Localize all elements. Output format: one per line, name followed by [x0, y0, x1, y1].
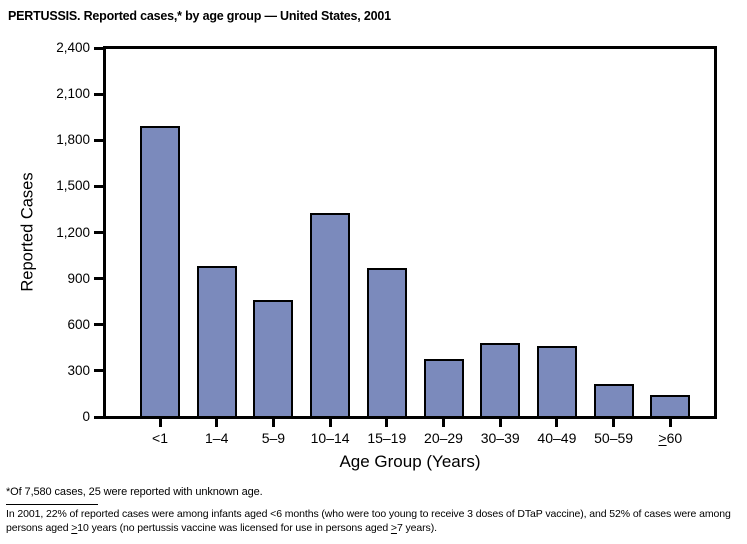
- x-axis-title: Age Group (Years): [339, 452, 481, 471]
- bar-50–59: [593, 384, 634, 416]
- bar-30–39: [480, 343, 521, 416]
- bar-15–19: [366, 268, 407, 416]
- geq-symbol: >: [390, 521, 397, 534]
- x-axis-tick-label: 10–14: [310, 430, 350, 446]
- x-axis-tick-label: 15–19: [367, 430, 407, 446]
- x-axis-tick-label: 40–49: [537, 430, 577, 446]
- y-axis-tick-label: 2,400: [56, 40, 90, 55]
- bar-40–49: [536, 346, 577, 416]
- bar-10–14: [310, 213, 351, 416]
- y-axis-tick: [94, 415, 103, 419]
- plot-frame: [103, 46, 717, 419]
- y-axis-tick-label: 900: [67, 270, 90, 286]
- y-axis-tick: [94, 184, 103, 188]
- y-axis-tick: [94, 46, 103, 50]
- y-axis-tick: [94, 138, 103, 142]
- y-axis-tick: [94, 92, 103, 96]
- y-axis-tick: [94, 277, 103, 281]
- x-axis-tick-label: 30–39: [480, 430, 520, 446]
- chart-title: PERTUSSIS. Reported cases,* by age group…: [8, 9, 391, 23]
- x-axis-tick: [385, 419, 389, 427]
- x-axis-tick-label: >60: [658, 430, 683, 446]
- x-axis-tick: [498, 419, 502, 427]
- footnote-divider: [6, 504, 98, 505]
- x-axis-tick: [158, 419, 162, 427]
- y-axis-tick-label: 1,500: [56, 178, 90, 194]
- x-axis-tick-label: 1–4: [205, 430, 229, 446]
- x-axis-tick-label: 5–9: [261, 430, 286, 446]
- geq-symbol: >: [658, 430, 667, 446]
- x-axis-tick: [271, 419, 275, 427]
- y-axis-tick-label: 300: [67, 362, 90, 378]
- y-axis-tick-label: 600: [67, 316, 90, 332]
- y-axis-tick: [94, 231, 103, 234]
- x-axis-tick: [328, 419, 332, 427]
- x-axis-tick-label: 20–29: [424, 430, 463, 446]
- x-axis-tick: [612, 419, 616, 427]
- y-axis-tick: [94, 323, 103, 327]
- footnote-unknown-age: *Of 7,580 cases, 25 were reported with u…: [6, 486, 263, 498]
- y-axis-tick-label: 0: [82, 409, 90, 424]
- y-axis-tick-label: 1,200: [56, 224, 90, 240]
- bar-20–29: [423, 359, 464, 416]
- footnote-vaccine-detail: In 2001, 22% of reported cases were amon…: [6, 508, 731, 534]
- y-axis-tick-label: 2,100: [56, 86, 90, 102]
- y-axis-tick: [94, 369, 103, 373]
- x-axis-tick: [668, 419, 672, 427]
- geq-symbol: >: [71, 521, 78, 534]
- bar-<1: [140, 126, 180, 416]
- x-axis-tick: [442, 419, 445, 427]
- x-axis-tick: [215, 419, 219, 427]
- x-axis-tick-label: <1: [152, 430, 168, 446]
- x-axis-tick: [555, 419, 559, 427]
- bar-1–4: [196, 266, 237, 416]
- x-axis-tick-label: 50–59: [594, 430, 634, 446]
- bar-≥60: [650, 395, 691, 416]
- y-axis-tick-label: 1,800: [56, 132, 90, 148]
- bars-layer: [106, 49, 714, 416]
- bar-5–9: [253, 300, 294, 416]
